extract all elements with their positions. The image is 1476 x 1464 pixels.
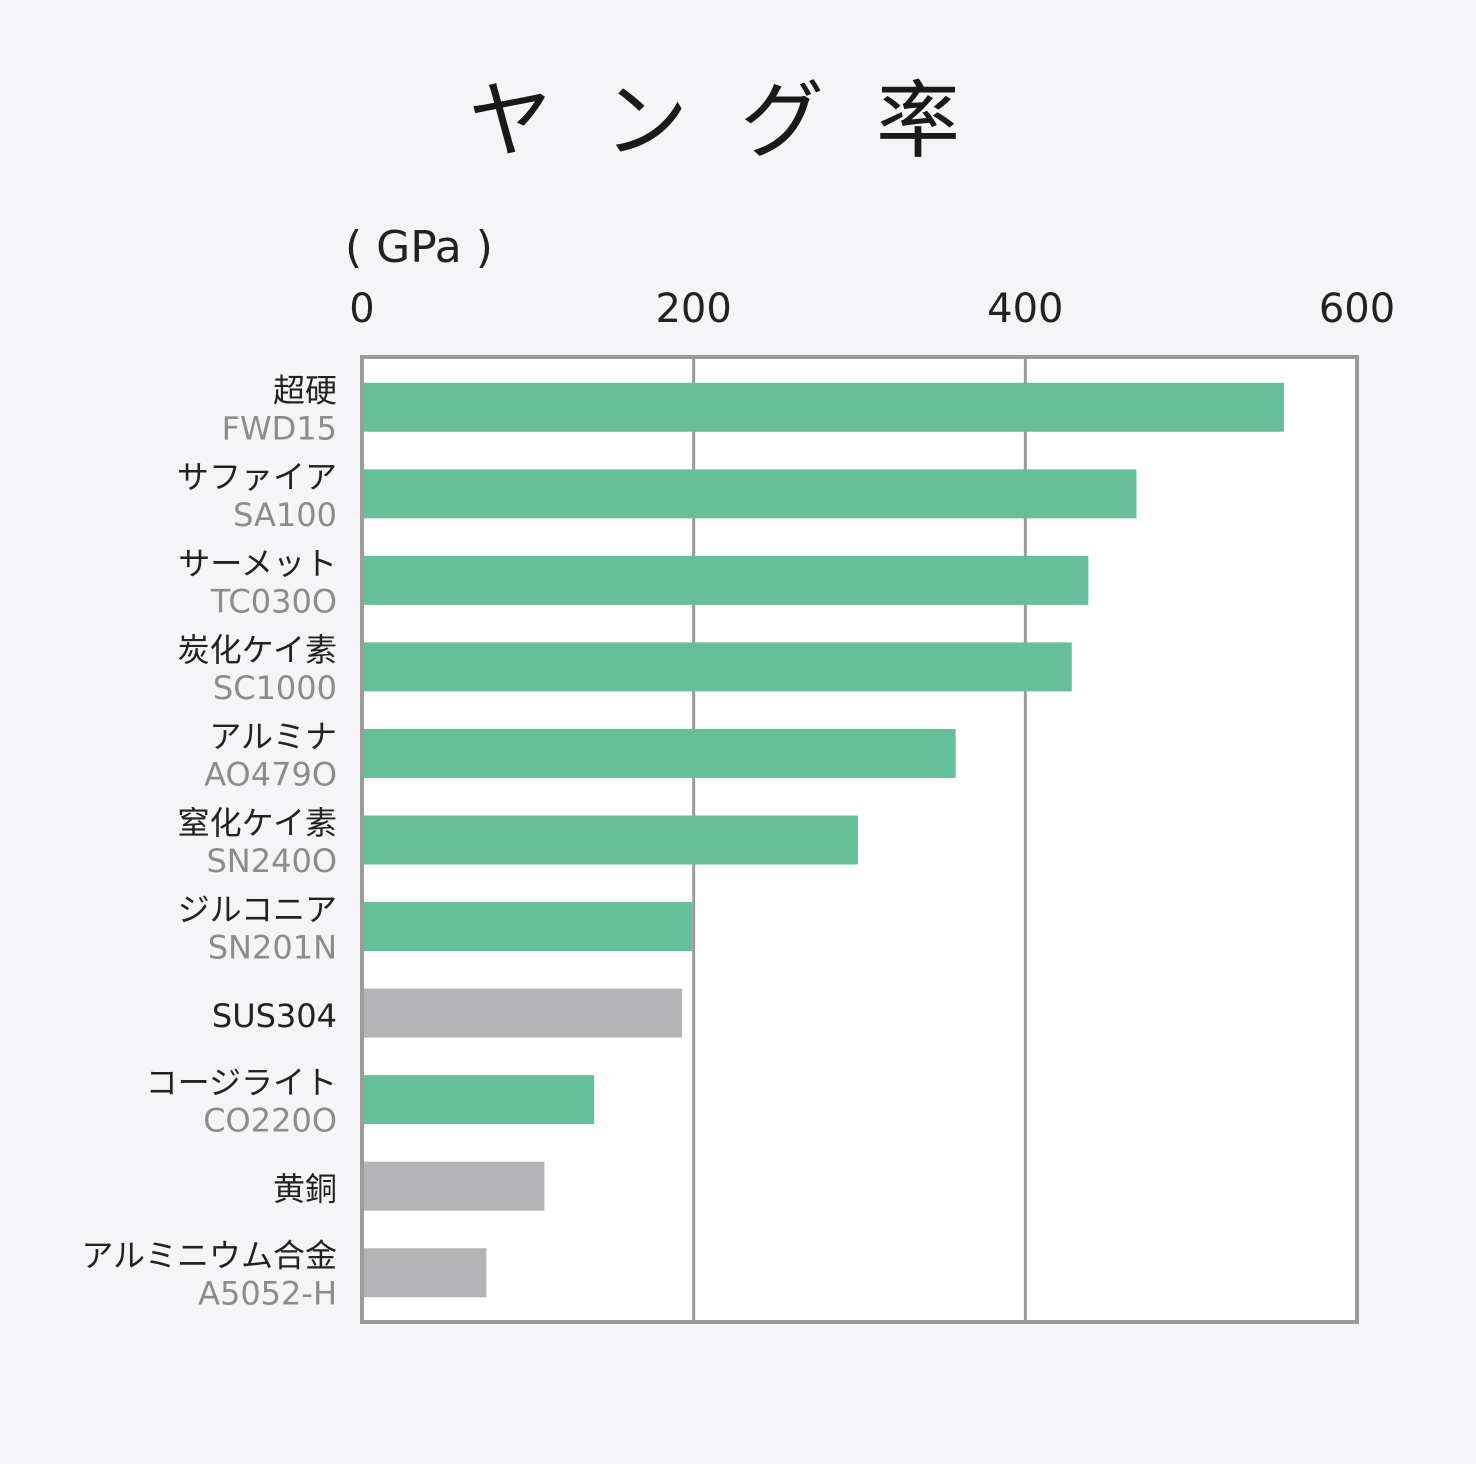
category-name: 超硬 bbox=[273, 371, 337, 409]
bar bbox=[364, 1075, 595, 1125]
bar bbox=[364, 815, 858, 865]
category-code: CO220O bbox=[203, 1102, 337, 1140]
bar bbox=[364, 1161, 545, 1211]
category-code: FWD15 bbox=[222, 409, 337, 447]
category-code: AO479O bbox=[204, 755, 337, 793]
bar bbox=[364, 988, 683, 1038]
bar bbox=[364, 469, 1137, 519]
unit-label: ( GPa ) bbox=[345, 222, 493, 273]
bar bbox=[364, 1248, 487, 1298]
x-tick-label: 0 bbox=[349, 286, 374, 332]
category-code: A5052-H bbox=[198, 1275, 337, 1313]
category-code: SN201N bbox=[208, 929, 337, 967]
category-name: サファイア bbox=[177, 458, 337, 496]
category-code: SN240O bbox=[206, 842, 337, 880]
bar bbox=[364, 382, 1285, 432]
category-name: アルミナ bbox=[209, 717, 337, 755]
bar bbox=[364, 642, 1072, 692]
category-code: SC1000 bbox=[213, 669, 337, 707]
category-name: 窒化ケイ素 bbox=[178, 804, 337, 842]
category-name: SUS304 bbox=[212, 997, 337, 1035]
bar bbox=[364, 728, 956, 778]
bar bbox=[364, 555, 1089, 605]
chart-title: ヤング率 bbox=[468, 72, 1012, 170]
x-tick-label: 200 bbox=[655, 286, 731, 332]
bar bbox=[364, 902, 693, 952]
category-code: SA100 bbox=[233, 496, 337, 534]
category-name: 炭化ケイ素 bbox=[178, 631, 337, 669]
x-tick-label: 400 bbox=[987, 286, 1063, 332]
x-tick-label: 600 bbox=[1319, 286, 1395, 332]
category-name: アルミニウム合金 bbox=[81, 1237, 337, 1275]
plot-frame bbox=[360, 355, 1359, 1324]
category-name: ジルコニア bbox=[178, 891, 337, 929]
category-code: TC030O bbox=[210, 582, 337, 620]
category-name: サーメット bbox=[178, 544, 337, 582]
category-name: 黄銅 bbox=[273, 1170, 337, 1208]
category-name: コージライト bbox=[146, 1064, 337, 1102]
